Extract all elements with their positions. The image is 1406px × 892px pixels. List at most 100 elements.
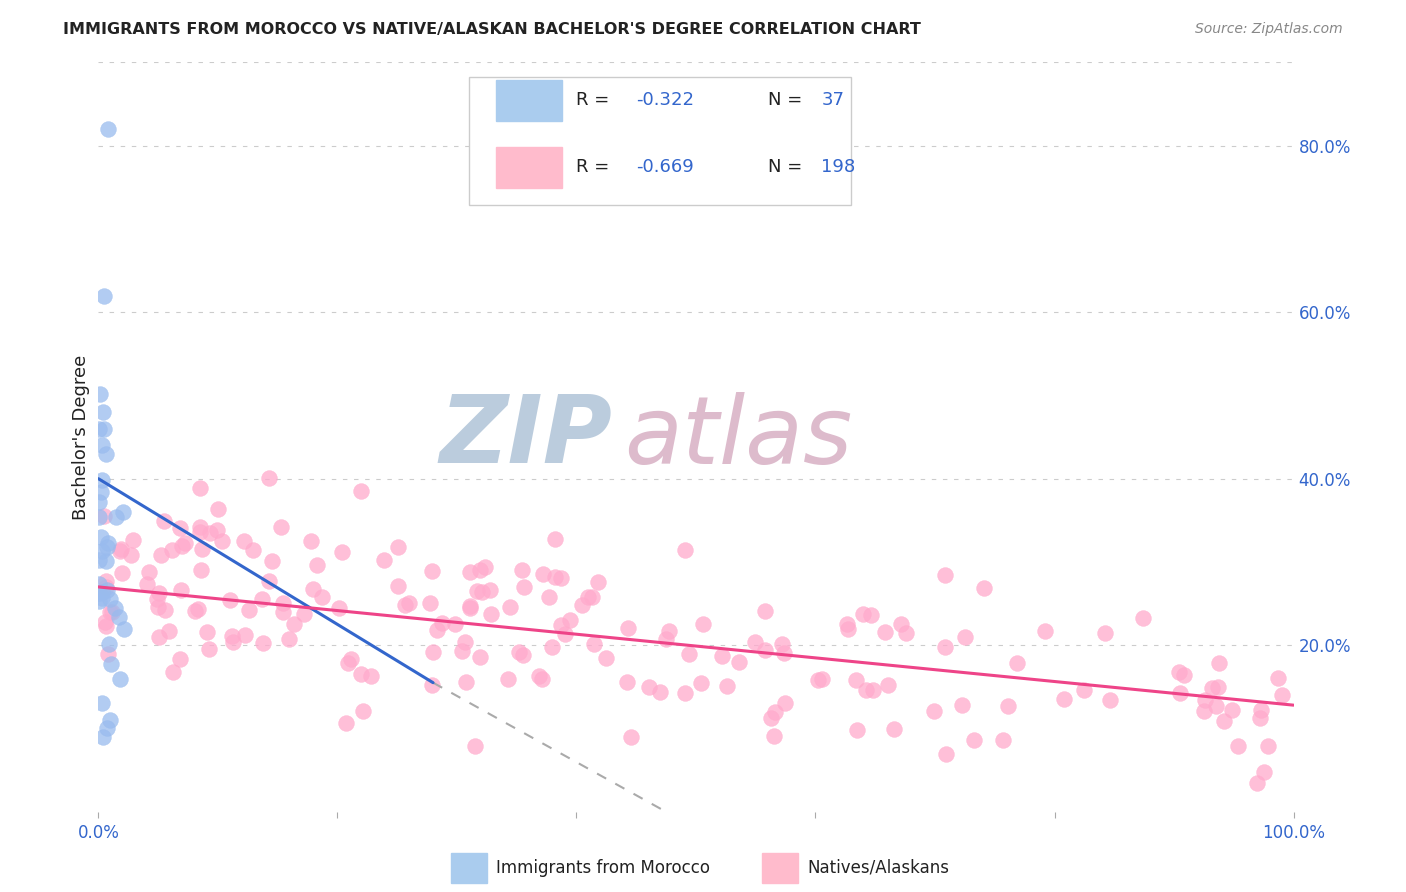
- Text: Natives/Alaskans: Natives/Alaskans: [807, 859, 949, 877]
- Point: [1246, 776, 1268, 790]
- Point: [890, 616, 912, 631]
- Bar: [496, 79, 562, 121]
- Point: [973, 581, 995, 595]
- Point: [122, 533, 145, 547]
- Point: [426, 623, 449, 637]
- Point: [571, 598, 593, 612]
- Point: [860, 607, 883, 622]
- Point: [162, 665, 184, 679]
- Point: [195, 625, 218, 640]
- Point: [87, 594, 110, 608]
- Point: [110, 542, 132, 557]
- Point: [108, 610, 131, 624]
- Point: [544, 532, 567, 546]
- Point: [470, 650, 492, 665]
- Point: [1033, 624, 1056, 639]
- Point: [550, 618, 572, 632]
- Point: [540, 640, 562, 655]
- Point: [373, 553, 395, 567]
- Point: [420, 565, 443, 579]
- FancyBboxPatch shape: [470, 78, 852, 205]
- Point: [1206, 680, 1229, 694]
- Point: [458, 565, 481, 579]
- Point: [174, 536, 197, 550]
- Point: [934, 640, 956, 655]
- Point: [135, 577, 157, 591]
- Point: [499, 599, 522, 614]
- Point: [97, 535, 120, 549]
- Point: [187, 602, 209, 616]
- Point: [328, 601, 350, 615]
- Text: -0.322: -0.322: [637, 91, 695, 109]
- Point: [153, 602, 176, 616]
- Point: [1192, 705, 1215, 719]
- Point: [637, 680, 659, 694]
- Point: [1226, 739, 1249, 754]
- Point: [454, 675, 477, 690]
- Point: [1132, 611, 1154, 625]
- Text: 198: 198: [821, 159, 856, 177]
- Point: [198, 525, 221, 540]
- Point: [1194, 692, 1216, 706]
- Point: [420, 678, 443, 692]
- Point: [170, 582, 193, 597]
- Point: [91, 591, 114, 605]
- Text: -0.669: -0.669: [637, 159, 695, 177]
- Point: [728, 655, 751, 669]
- Point: [170, 539, 193, 553]
- Point: [120, 549, 142, 563]
- Point: [94, 619, 117, 633]
- Point: [1250, 703, 1272, 717]
- Point: [242, 543, 264, 558]
- Point: [112, 505, 135, 519]
- Point: [1005, 656, 1028, 670]
- Point: [283, 617, 305, 632]
- Point: [846, 723, 869, 737]
- Point: [104, 601, 127, 615]
- Point: [93, 508, 115, 523]
- Point: [1271, 688, 1294, 702]
- Point: [763, 729, 786, 743]
- Point: [89, 387, 111, 401]
- Point: [763, 705, 786, 719]
- Point: [1249, 711, 1271, 725]
- Point: [191, 541, 214, 556]
- Point: [811, 673, 834, 687]
- Point: [336, 657, 359, 671]
- Point: [96, 583, 118, 598]
- Point: [658, 624, 681, 639]
- Point: [716, 680, 738, 694]
- Point: [91, 438, 114, 452]
- Point: [190, 563, 212, 577]
- Point: [146, 599, 169, 614]
- Point: [530, 672, 553, 686]
- Point: [761, 711, 783, 725]
- Point: [111, 566, 134, 581]
- Text: Immigrants from Morocco: Immigrants from Morocco: [496, 859, 710, 877]
- Point: [837, 622, 859, 636]
- Point: [527, 668, 550, 682]
- Point: [620, 730, 643, 744]
- Bar: [496, 147, 562, 188]
- Point: [97, 122, 120, 136]
- Point: [205, 523, 228, 537]
- Point: [190, 481, 212, 495]
- Point: [149, 548, 172, 562]
- Point: [211, 533, 233, 548]
- Point: [87, 553, 110, 567]
- Point: [87, 510, 110, 524]
- Point: [87, 422, 110, 436]
- Point: [96, 722, 118, 736]
- Point: [581, 591, 603, 605]
- Point: [935, 747, 957, 761]
- Point: [273, 606, 295, 620]
- Point: [1073, 682, 1095, 697]
- Text: N =: N =: [768, 91, 807, 109]
- Point: [153, 515, 176, 529]
- Point: [775, 696, 797, 710]
- Point: [96, 540, 118, 554]
- Point: [273, 596, 295, 610]
- Point: [232, 533, 254, 548]
- Point: [1205, 699, 1227, 714]
- Point: [655, 632, 678, 647]
